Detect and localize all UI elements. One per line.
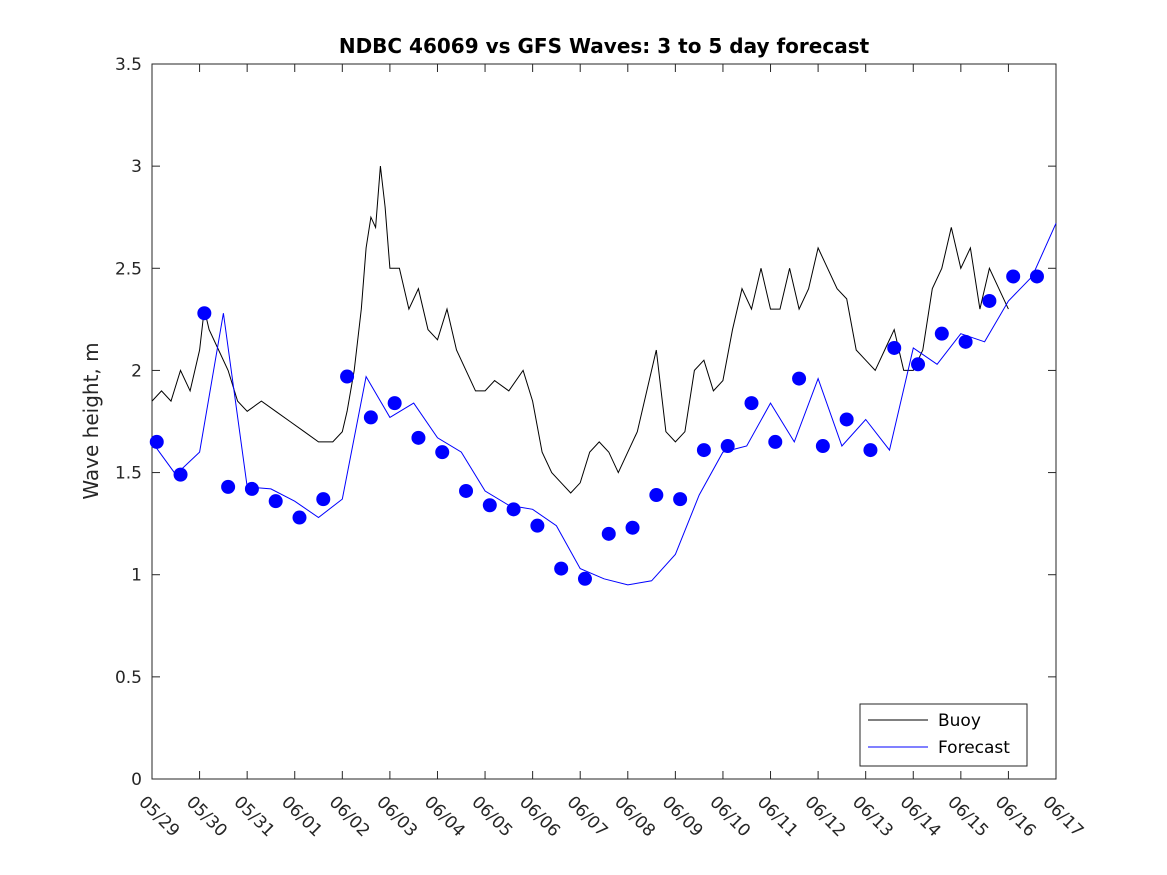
chart-title: NDBC 46069 vs GFS Waves: 3 to 5 day fore… (339, 34, 870, 58)
series-layer (149, 166, 1057, 586)
forecast-marker (911, 357, 926, 372)
forecast-marker (244, 481, 259, 496)
x-tick-label: 05/30 (182, 792, 231, 841)
forecast-marker (268, 494, 283, 509)
forecast-marker (1029, 269, 1044, 284)
forecast-marker (982, 293, 997, 308)
forecast-marker (768, 434, 783, 449)
buoy-series-line (151, 166, 1009, 494)
y-tick-label: 3 (131, 157, 142, 177)
forecast-marker (887, 340, 902, 355)
forecast-marker (815, 439, 830, 454)
forecast-marker (601, 526, 616, 541)
forecast-marker (530, 518, 545, 533)
x-tick-label: 05/29 (134, 792, 183, 841)
legend: Buoy Forecast (859, 703, 1028, 767)
forecast-marker (363, 410, 378, 425)
y-tick-label: 2 (131, 361, 142, 381)
forecast-marker (696, 443, 711, 458)
forecast-marker (482, 498, 497, 513)
forecast-marker (173, 467, 188, 482)
y-tick-label: 3.5 (115, 55, 142, 75)
x-tick-label: 06/04 (420, 792, 469, 841)
y-axis-label: Wave height, m (79, 342, 103, 499)
forecast-marker (149, 434, 164, 449)
forecast-marker (554, 561, 569, 576)
forecast-marker (435, 445, 450, 460)
forecast-marker (340, 369, 355, 384)
forecast-marker (673, 492, 688, 507)
y-tick-label: 1.5 (115, 464, 142, 484)
forecast-marker (1006, 269, 1021, 284)
legend-box (859, 703, 1028, 767)
forecast-marker (720, 439, 735, 454)
x-tick-label: 06/10 (705, 792, 754, 841)
x-tick-label: 06/11 (753, 792, 802, 841)
forecast-marker (649, 488, 664, 503)
forecast-marker (292, 510, 307, 525)
forecast-marker (506, 502, 521, 517)
forecast-marker (934, 326, 949, 341)
x-tick-label: 06/17 (1038, 792, 1087, 841)
x-tick-label: 06/01 (277, 792, 326, 841)
y-tick-label: 2.5 (115, 259, 142, 279)
x-tick-label: 06/09 (658, 792, 707, 841)
x-tick-label: 06/05 (468, 792, 517, 841)
y-tick-label: 1 (131, 566, 142, 586)
x-tick-label: 06/06 (515, 792, 564, 841)
forecast-marker (577, 571, 592, 586)
x-tick-label: 06/14 (896, 792, 945, 841)
x-tick-label: 06/16 (991, 792, 1040, 841)
x-tick-label: 06/15 (943, 792, 992, 841)
forecast-series-line (151, 223, 1057, 586)
forecast-marker (316, 492, 331, 507)
x-tick-label: 06/03 (372, 792, 421, 841)
forecast-marker (625, 520, 640, 535)
forecast-marker (459, 483, 474, 498)
x-tick-label: 06/07 (563, 792, 612, 841)
forecast-marker (792, 371, 807, 386)
x-tick-label: 06/08 (610, 792, 659, 841)
legend-forecast-label: Forecast (938, 738, 1010, 758)
y-axis: 0 0.5 1 1.5 2 2.5 3 3.5 (115, 55, 1056, 790)
y-tick-label: 0.5 (115, 668, 142, 688)
plot-area (151, 63, 1057, 780)
x-tick-label: 06/02 (325, 792, 374, 841)
forecast-marker (863, 443, 878, 458)
forecast-marker (839, 412, 854, 427)
legend-buoy-label: Buoy (938, 711, 981, 731)
forecast-marker (958, 334, 973, 349)
forecast-marker (387, 396, 402, 411)
forecast-marker (197, 306, 212, 321)
forecast-marker (411, 430, 426, 445)
x-tick-label: 06/13 (848, 792, 897, 841)
forecast-marker (221, 479, 236, 494)
forecast-marker (744, 396, 759, 411)
x-tick-label: 05/31 (230, 792, 279, 841)
x-tick-label: 06/12 (801, 792, 850, 841)
y-tick-label: 0 (131, 770, 142, 790)
